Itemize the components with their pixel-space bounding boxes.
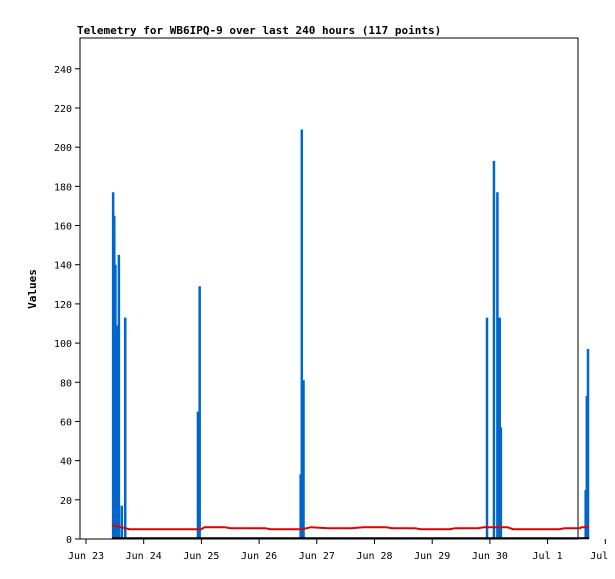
y-tick-label: 80 bbox=[60, 378, 72, 389]
y-tick-label: 140 bbox=[54, 261, 72, 272]
y-tick-label: 240 bbox=[54, 65, 72, 76]
x-tick-label: Jun 29 bbox=[414, 551, 450, 562]
x-tick-label: Jun 23 bbox=[68, 551, 104, 562]
x-tick-label: Jun 27 bbox=[299, 551, 335, 562]
y-tick-label: 60 bbox=[60, 417, 72, 428]
y-tick-label: 160 bbox=[54, 222, 72, 233]
x-tick-label: Jun 30 bbox=[472, 551, 508, 562]
y-tick-label: 20 bbox=[60, 496, 72, 507]
plot-area bbox=[79, 37, 579, 540]
x-tick-label: Jun 26 bbox=[241, 551, 277, 562]
y-tick-label: 220 bbox=[54, 104, 72, 115]
y-tick-label: 40 bbox=[60, 457, 72, 468]
y-tick-label: 120 bbox=[54, 300, 72, 311]
chart-title: Telemetry for WB6IPQ-9 over last 240 hou… bbox=[77, 24, 441, 37]
x-tick-label: Jul 2 bbox=[590, 551, 615, 562]
y-axis-label: Values bbox=[26, 269, 39, 309]
y-tick-label: 0 bbox=[66, 535, 72, 546]
y-tick-label: 200 bbox=[54, 143, 72, 154]
x-tick-label: Jun 24 bbox=[126, 551, 162, 562]
x-tick-label: Jul 1 bbox=[533, 551, 563, 562]
y-tick-label: 180 bbox=[54, 182, 72, 193]
x-tick-label: Jun 28 bbox=[356, 551, 392, 562]
series-line-1 bbox=[111, 524, 590, 531]
x-tick-label: Jun 25 bbox=[183, 551, 219, 562]
y-tick-label: 100 bbox=[54, 339, 72, 350]
axis-ticks: 0 20 40 60 80 100 120 140 160 180 200 220 240 Jun 23 J… bbox=[54, 65, 615, 562]
series-layer bbox=[111, 129, 590, 540]
